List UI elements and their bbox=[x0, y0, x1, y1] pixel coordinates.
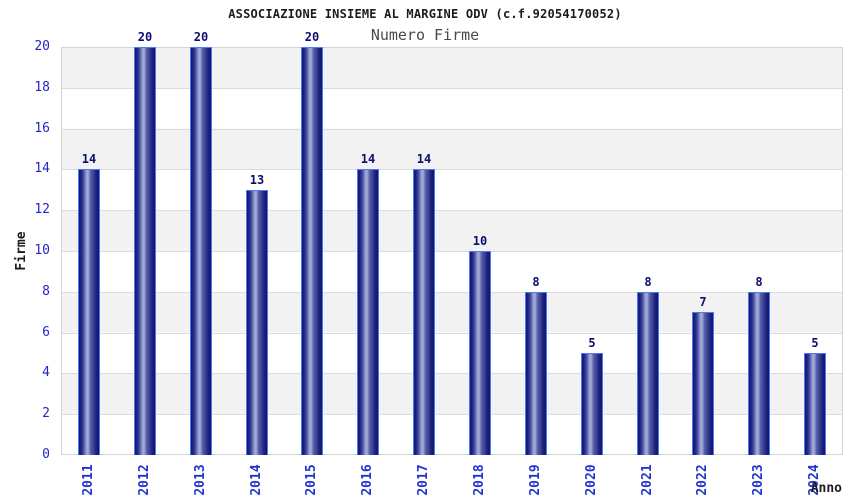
bar-2022 bbox=[692, 312, 714, 455]
x-tick-label-2022: 2022 bbox=[695, 464, 710, 496]
value-label-2021: 8 bbox=[644, 275, 652, 289]
y-tick-label-4: 4 bbox=[42, 365, 50, 380]
x-tick-label-2020: 2020 bbox=[584, 464, 599, 496]
value-label-2015: 20 bbox=[304, 30, 320, 44]
value-label-2016: 14 bbox=[360, 152, 376, 166]
chart-title: ASSOCIAZIONE INSIEME AL MARGINE ODV (c.f… bbox=[228, 7, 622, 21]
x-tick-label-2015: 2015 bbox=[304, 464, 319, 496]
value-label-2011: 14 bbox=[81, 152, 97, 166]
y-tick-label-18: 18 bbox=[34, 80, 50, 95]
y-tick-label-16: 16 bbox=[34, 121, 50, 136]
gridline-14 bbox=[62, 169, 842, 170]
x-tick-label-2017: 2017 bbox=[416, 464, 431, 496]
gridline-16 bbox=[62, 129, 842, 130]
value-label-2022: 7 bbox=[699, 295, 707, 309]
bar-2011 bbox=[78, 169, 100, 455]
value-label-2013: 20 bbox=[193, 30, 209, 44]
gridline-8 bbox=[62, 292, 842, 293]
gridline-6 bbox=[62, 333, 842, 334]
bar-2012 bbox=[134, 47, 156, 455]
bar-2023 bbox=[748, 292, 770, 455]
value-label-2024: 5 bbox=[811, 336, 819, 350]
value-label-2020: 5 bbox=[588, 336, 596, 350]
x-tick-label-2023: 2023 bbox=[751, 464, 766, 496]
y-tick-label-12: 12 bbox=[34, 202, 50, 217]
x-tick-label-2018: 2018 bbox=[472, 464, 487, 496]
bar-2017 bbox=[413, 169, 435, 455]
bar-2016 bbox=[357, 169, 379, 455]
y-tick-label-20: 20 bbox=[34, 39, 50, 54]
bar-2015 bbox=[301, 47, 323, 455]
value-label-2019: 8 bbox=[532, 275, 540, 289]
x-tick-label-2016: 2016 bbox=[360, 464, 375, 496]
x-tick-label-2013: 2013 bbox=[193, 464, 208, 496]
x-tick-label-2011: 2011 bbox=[81, 464, 96, 496]
y-tick-label-14: 14 bbox=[34, 161, 50, 176]
value-label-2023: 8 bbox=[755, 275, 763, 289]
gridline-4 bbox=[62, 373, 842, 374]
y-tick-label-10: 10 bbox=[34, 243, 50, 258]
gridline-12 bbox=[62, 210, 842, 211]
gridline-10 bbox=[62, 251, 842, 252]
bar-2014 bbox=[246, 190, 268, 455]
y-tick-label-8: 8 bbox=[42, 284, 50, 299]
bar-2018 bbox=[469, 251, 491, 455]
x-tick-label-2021: 2021 bbox=[640, 464, 655, 496]
plot-area bbox=[61, 47, 843, 455]
chart-subtitle: Numero Firme bbox=[370, 26, 480, 44]
x-tick-label-2019: 2019 bbox=[528, 464, 543, 496]
bar-2019 bbox=[525, 292, 547, 455]
value-label-2017: 14 bbox=[416, 152, 432, 166]
value-label-2018: 10 bbox=[472, 234, 488, 248]
bar-2021 bbox=[637, 292, 659, 455]
gridline-18 bbox=[62, 88, 842, 89]
y-tick-label-2: 2 bbox=[42, 406, 50, 421]
x-tick-label-2012: 2012 bbox=[137, 464, 152, 496]
bar-2020 bbox=[581, 353, 603, 455]
gridline-2 bbox=[62, 414, 842, 415]
x-tick-label-2014: 2014 bbox=[249, 464, 264, 496]
bar-2024 bbox=[804, 353, 826, 455]
y-tick-label-6: 6 bbox=[42, 325, 50, 340]
value-label-2014: 13 bbox=[249, 173, 265, 187]
x-axis-title: Anno bbox=[810, 481, 842, 496]
y-tick-label-0: 0 bbox=[42, 447, 50, 462]
value-label-2012: 20 bbox=[137, 30, 153, 44]
bar-2013 bbox=[190, 47, 212, 455]
